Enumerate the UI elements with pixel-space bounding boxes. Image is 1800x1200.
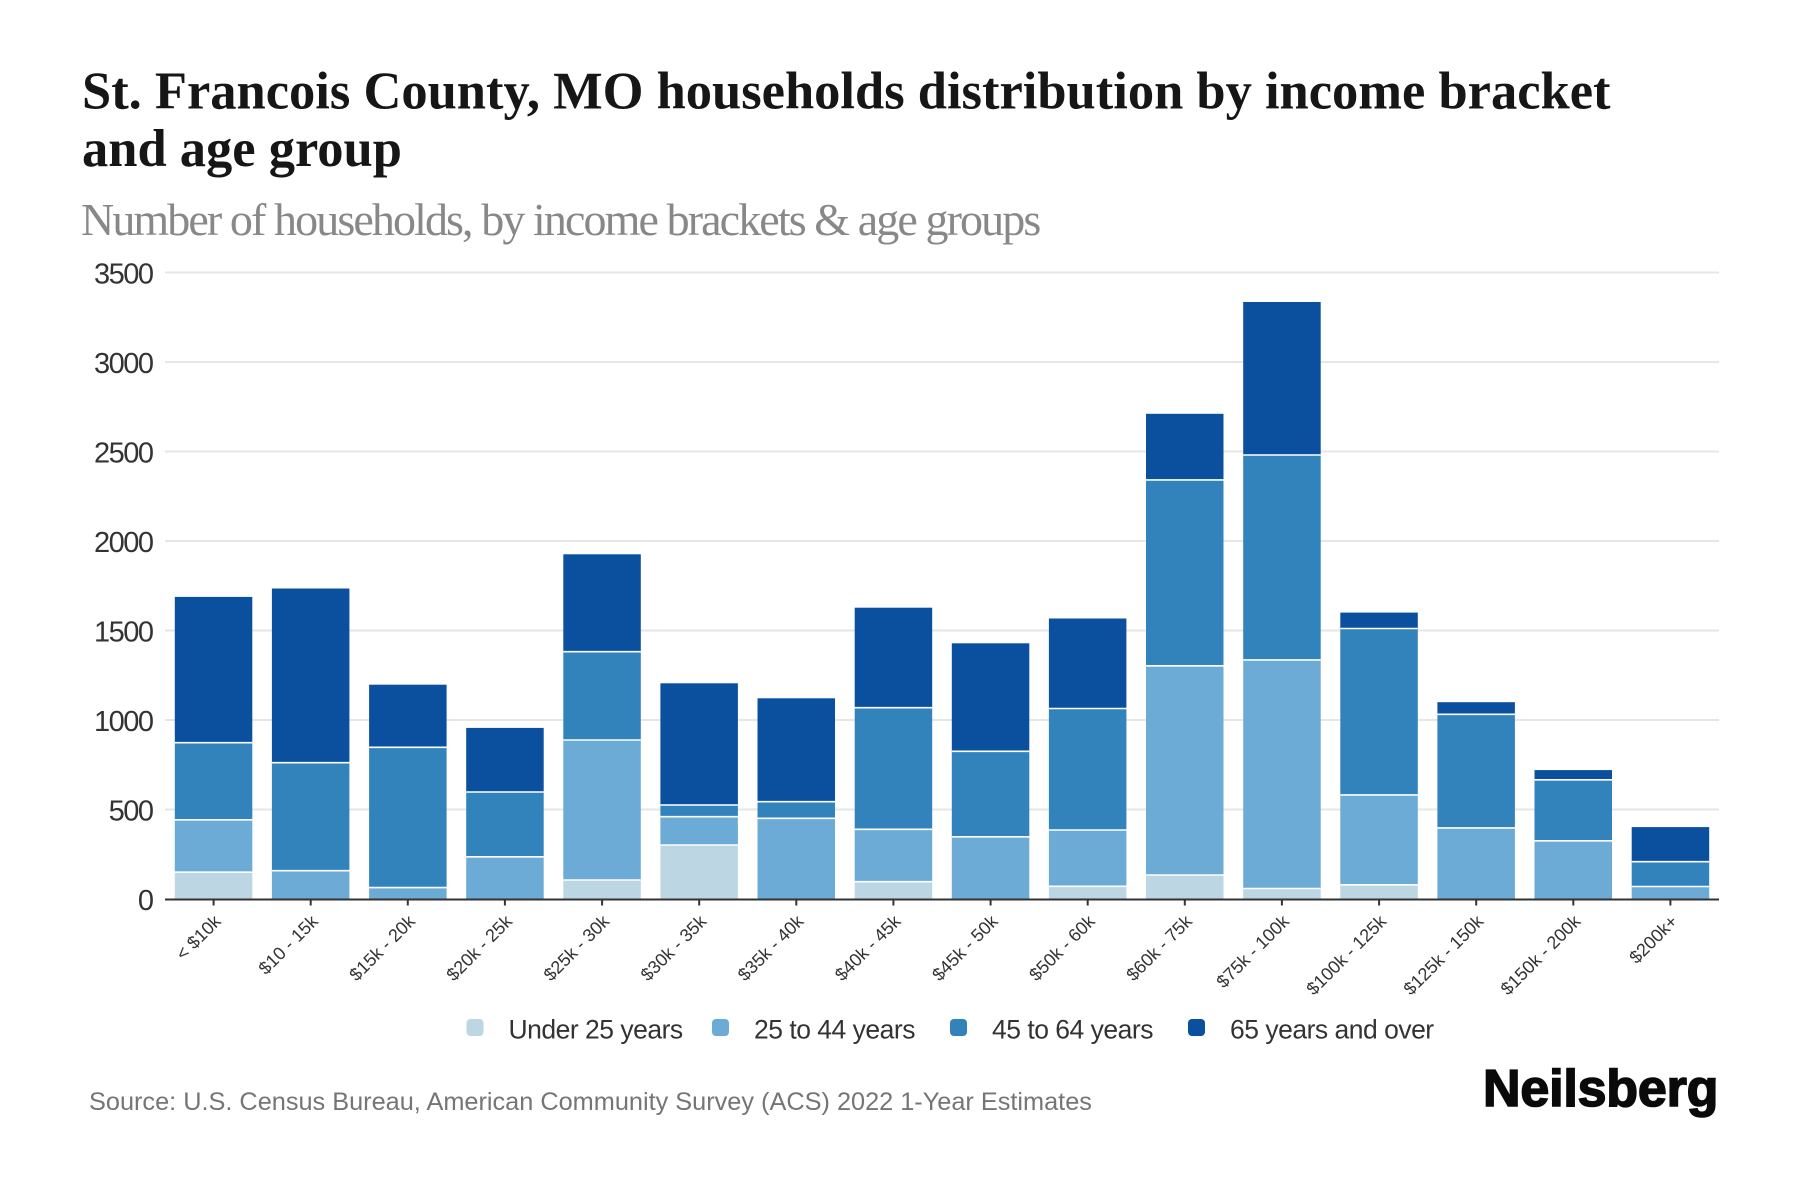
svg-text:Number of households, by incom: Number of households, by income brackets…: [81, 194, 1040, 245]
svg-text:St. Francois County, MO househ: St. Francois County, MO households distr…: [82, 63, 1611, 121]
svg-text:0: 0: [138, 885, 153, 917]
svg-text:65 years and over: 65 years and over: [1230, 1015, 1434, 1045]
svg-text:and age group: and age group: [82, 120, 402, 178]
svg-text:Under 25 years: Under 25 years: [509, 1015, 683, 1045]
svg-text:Neilsberg: Neilsberg: [1483, 1060, 1718, 1118]
svg-text:45 to 64 years: 45 to 64 years: [992, 1015, 1153, 1045]
svg-text:500: 500: [109, 796, 153, 828]
svg-text:1000: 1000: [94, 706, 153, 738]
svg-text:25 to 44 years: 25 to 44 years: [754, 1015, 915, 1045]
svg-text:1500: 1500: [94, 617, 153, 649]
svg-text:Source: U.S. Census Bureau, Am: Source: U.S. Census Bureau, American Com…: [89, 1088, 1092, 1116]
svg-text:3500: 3500: [94, 259, 153, 291]
svg-text:2500: 2500: [94, 438, 153, 470]
svg-text:2000: 2000: [94, 527, 153, 559]
svg-text:3000: 3000: [94, 348, 153, 380]
